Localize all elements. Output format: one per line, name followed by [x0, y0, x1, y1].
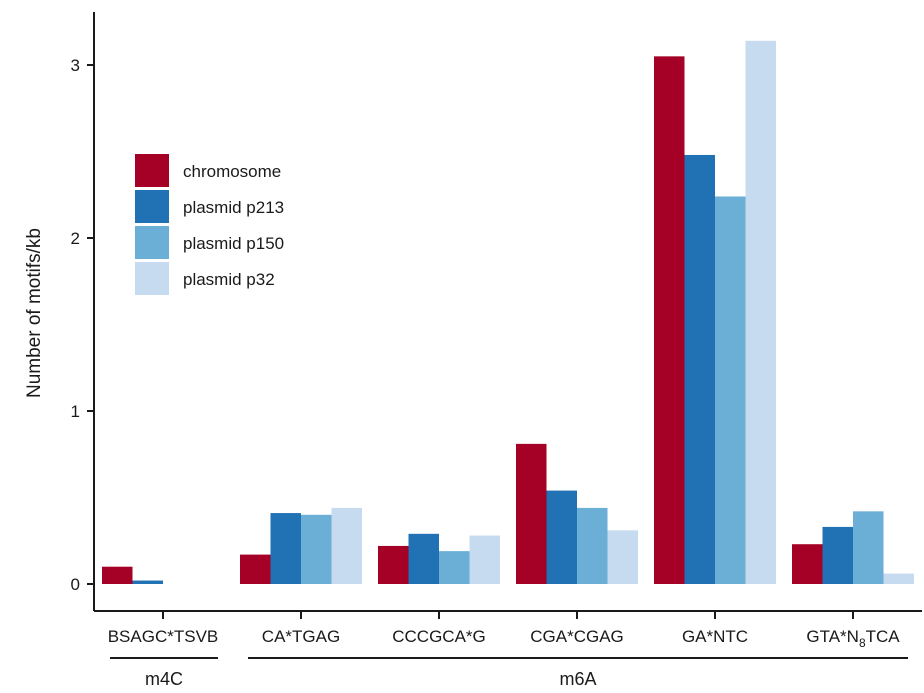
- legend-label: plasmid p213: [183, 198, 284, 217]
- group-label: m6A: [559, 669, 596, 689]
- legend-label: plasmid p150: [183, 234, 284, 253]
- bar-5-plasmid-p213: [684, 154, 715, 584]
- legend-swatch: [135, 262, 169, 295]
- legend-label: plasmid p32: [183, 270, 275, 289]
- bar-3-plasmid-p32: [469, 535, 500, 584]
- bar-3-plasmid-p213: [408, 533, 439, 584]
- legend-label: chromosome: [183, 162, 281, 181]
- bar-5-plasmid-p150: [715, 196, 746, 585]
- x-tick-label: CA*TGAG: [262, 627, 340, 646]
- x-tick-label: BSAGC*TSVB: [108, 627, 219, 646]
- y-tick-label: 3: [71, 56, 80, 75]
- category-groups: m4C m6A: [110, 657, 908, 689]
- bar-4-plasmid-p32: [607, 530, 638, 584]
- bar-6-chromosome: [792, 544, 823, 584]
- x-tick-label: CCCGCA*G: [392, 627, 486, 646]
- legend-swatch: [135, 190, 169, 223]
- x-tick-label: CGA*CGAG: [530, 627, 624, 646]
- bar-6-plasmid-p213: [822, 526, 853, 584]
- x-tick-label: GTA*N8TCA: [806, 627, 900, 650]
- bar-4-plasmid-p213: [546, 490, 577, 584]
- x-ticks: BSAGC*TSVB CA*TGAG CCCGCA*G CGA*CGAG GA*NTC G…: [108, 611, 900, 650]
- bar-2-plasmid-p213: [270, 513, 301, 584]
- bar-5-chromosome: [654, 56, 685, 585]
- bar-3-chromosome: [378, 545, 409, 584]
- bar-2-plasmid-p32: [331, 507, 362, 584]
- y-tick-label: 0: [71, 575, 80, 594]
- legend-swatch: [135, 154, 169, 187]
- y-ticks: 0 1 2 3: [71, 56, 94, 594]
- bar-2-chromosome: [240, 554, 271, 584]
- x-tick-label: GA*NTC: [682, 627, 748, 646]
- bar-6-plasmid-p150: [853, 511, 884, 584]
- bars-layer: [102, 40, 914, 585]
- axes-layer: [93, 12, 922, 612]
- bar-3-plasmid-p150: [439, 551, 470, 584]
- bar-4-chromosome: [516, 443, 547, 584]
- y-axis-title: Number of motifs/kb: [24, 228, 45, 398]
- legend-swatch: [135, 226, 169, 259]
- group-label: m4C: [145, 669, 183, 689]
- bar-1-chromosome: [102, 566, 133, 584]
- bar-4-plasmid-p150: [577, 507, 608, 584]
- bar-6-plasmid-p32: [883, 573, 914, 584]
- bar-2-plasmid-p150: [301, 514, 332, 584]
- legend: chromosome plasmid p213 plasmid p150 plasmi…: [135, 154, 284, 295]
- y-tick-label: 1: [71, 402, 80, 421]
- bar-1-plasmid-p213: [132, 580, 163, 584]
- y-tick-label: 2: [71, 229, 80, 248]
- bar-5-plasmid-p32: [745, 40, 776, 584]
